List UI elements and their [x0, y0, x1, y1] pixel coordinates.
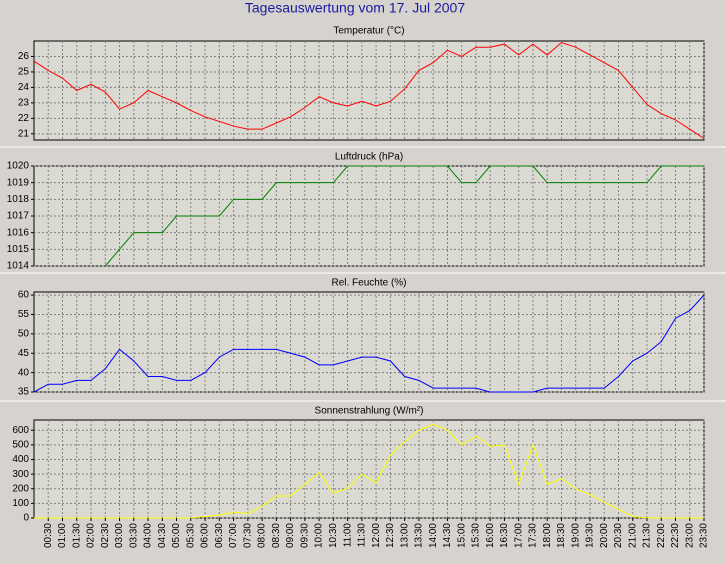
x-tick-label: 03:00 [114, 523, 125, 548]
y-tick-label: 35 [18, 387, 30, 398]
x-tick-label: 05:00 [171, 523, 182, 548]
x-tick-label: 01:00 [57, 523, 68, 548]
x-tick-label: 18:30 [556, 523, 567, 548]
y-tick-label: 1015 [7, 244, 30, 255]
page-title: Tagesauswertung vom 17. Jul 2007 [245, 0, 465, 16]
x-tick-label: 09:30 [299, 523, 310, 548]
y-tick-label: 400 [12, 454, 29, 465]
y-tick-label: 300 [12, 469, 29, 480]
x-tick-label: 11:00 [342, 523, 353, 548]
x-tick-label: 20:00 [599, 523, 610, 548]
x-tick-label: 15:00 [456, 523, 467, 548]
x-tick-label: 08:00 [257, 523, 268, 548]
y-tick-label: 1016 [7, 227, 30, 238]
y-tick-label: 26 [18, 51, 30, 62]
x-tick-label: 23:00 [684, 523, 695, 548]
y-tick-label: 22 [18, 113, 30, 124]
x-tick-label: 02:30 [100, 523, 111, 548]
x-tick-label: 01:30 [71, 523, 82, 548]
x-tick-label: 17:00 [513, 523, 524, 548]
x-tick-label: 20:30 [613, 523, 624, 548]
x-tick-label: 18:00 [542, 523, 553, 548]
y-tick-label: 40 [18, 367, 30, 378]
panel-title: Sonnenstrahlung (W/m²) [315, 406, 424, 417]
x-tick-label: 21:30 [642, 523, 653, 548]
x-tick-label: 08:30 [271, 523, 282, 548]
x-tick-label: 12:00 [371, 523, 382, 548]
x-tick-label: 21:00 [627, 523, 638, 548]
y-tick-label: 50 [18, 329, 30, 340]
x-tick-label: 10:30 [328, 523, 339, 548]
y-tick-label: 60 [18, 290, 30, 301]
plot-area [33, 40, 705, 141]
y-tick-label: 1020 [7, 161, 30, 172]
x-tick-label: 23:30 [699, 523, 710, 548]
x-tick-label: 22:30 [670, 523, 681, 548]
x-tick-label: 07:00 [228, 523, 239, 548]
x-tick-label: 02:00 [86, 523, 97, 548]
x-tick-label: 15:30 [471, 523, 482, 548]
x-tick-label: 06:30 [214, 523, 225, 548]
y-tick-label: 600 [12, 425, 29, 436]
y-tick-label: 23 [18, 98, 30, 109]
x-tick-label: 14:00 [428, 523, 439, 548]
y-tick-label: 21 [18, 128, 30, 139]
y-tick-label: 55 [18, 309, 30, 320]
y-tick-label: 1018 [7, 194, 30, 205]
data-line [104, 165, 704, 267]
data-line [34, 294, 704, 393]
panel-title: Temperatur (°C) [333, 26, 404, 37]
x-tick-label: 22:00 [656, 523, 667, 548]
x-tick-label: 12:30 [385, 523, 396, 548]
y-tick-label: 25 [18, 67, 30, 78]
x-tick-label: 14:30 [442, 523, 453, 548]
y-tick-label: 200 [12, 483, 29, 494]
y-tick-label: 1017 [7, 211, 30, 222]
panel-title: Luftdruck (hPa) [335, 152, 403, 163]
x-tick-label: 10:00 [314, 523, 325, 548]
x-tick-label: 19:30 [585, 523, 596, 548]
x-tick-label: 11:30 [357, 523, 368, 548]
plot-area [33, 291, 705, 393]
y-tick-label: 1014 [7, 261, 30, 272]
y-tick-label: 1019 [7, 177, 30, 188]
x-tick-label: 03:30 [128, 523, 139, 548]
x-tick-label: 07:30 [242, 523, 253, 548]
y-tick-label: 100 [12, 498, 29, 509]
x-tick-label: 16:30 [499, 523, 510, 548]
data-line [34, 41, 704, 139]
x-tick-label: 00:30 [43, 523, 54, 548]
y-tick-label: 45 [18, 348, 30, 359]
x-tick-label: 05:30 [185, 523, 196, 548]
x-tick-label: 16:00 [485, 523, 496, 548]
y-tick-label: 0 [23, 513, 29, 524]
data-line [34, 423, 704, 519]
x-tick-label: 13:00 [399, 523, 410, 548]
x-tick-label: 17:30 [528, 523, 539, 548]
x-tick-label: 06:00 [200, 523, 211, 548]
x-tick-label: 13:30 [414, 523, 425, 548]
x-tick-label: 04:30 [157, 523, 168, 548]
panel-title: Rel. Feuchte (%) [331, 278, 406, 289]
y-tick-label: 24 [18, 82, 30, 93]
x-tick-label: 09:00 [285, 523, 296, 548]
y-tick-label: 500 [12, 440, 29, 451]
x-tick-label: 19:00 [570, 523, 581, 548]
plot-area [33, 419, 705, 519]
x-tick-label: 04:00 [143, 523, 154, 548]
